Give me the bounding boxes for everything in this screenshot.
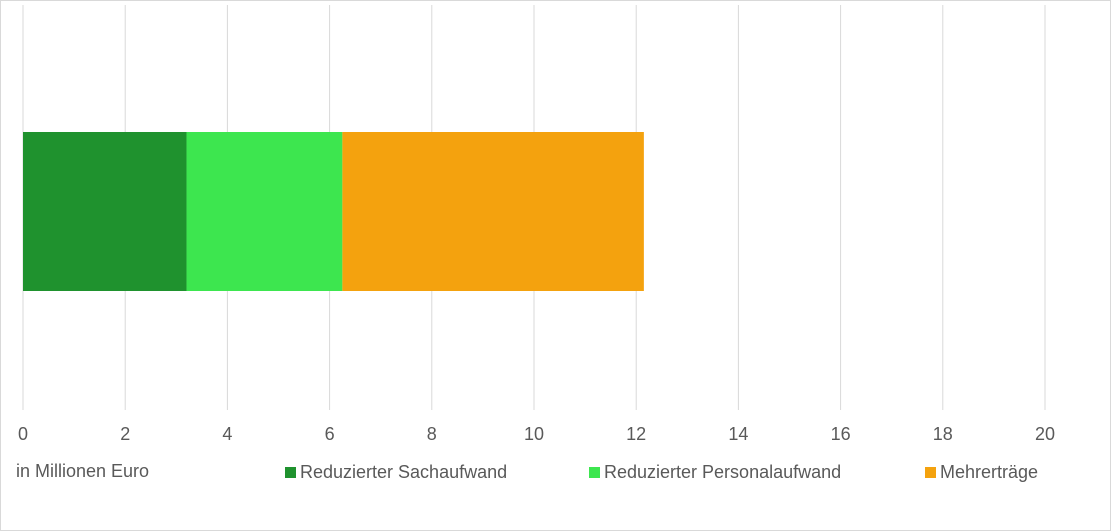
legend-label: Reduzierter Personalaufwand xyxy=(604,462,841,482)
legend-swatch xyxy=(925,467,936,478)
x-axis-label: in Millionen Euro xyxy=(16,461,149,481)
legend-swatch xyxy=(285,467,296,478)
bar-segment xyxy=(23,132,187,291)
x-tick-label: 6 xyxy=(325,424,335,444)
x-tick-label: 18 xyxy=(933,424,953,444)
x-tick-label: 0 xyxy=(18,424,28,444)
x-tick-label: 20 xyxy=(1035,424,1055,444)
x-tick-label: 8 xyxy=(427,424,437,444)
bar-segment xyxy=(186,132,343,291)
x-tick-label: 16 xyxy=(831,424,851,444)
legend-swatch xyxy=(589,467,600,478)
x-tick-label: 12 xyxy=(626,424,646,444)
bar-segment xyxy=(342,132,644,291)
x-tick-label: 4 xyxy=(222,424,232,444)
legend-label: Reduzierter Sachaufwand xyxy=(300,462,507,482)
legend-label: Mehrerträge xyxy=(940,462,1038,482)
x-tick-label: 14 xyxy=(728,424,748,444)
x-tick-label: 2 xyxy=(120,424,130,444)
x-tick-label: 10 xyxy=(524,424,544,444)
